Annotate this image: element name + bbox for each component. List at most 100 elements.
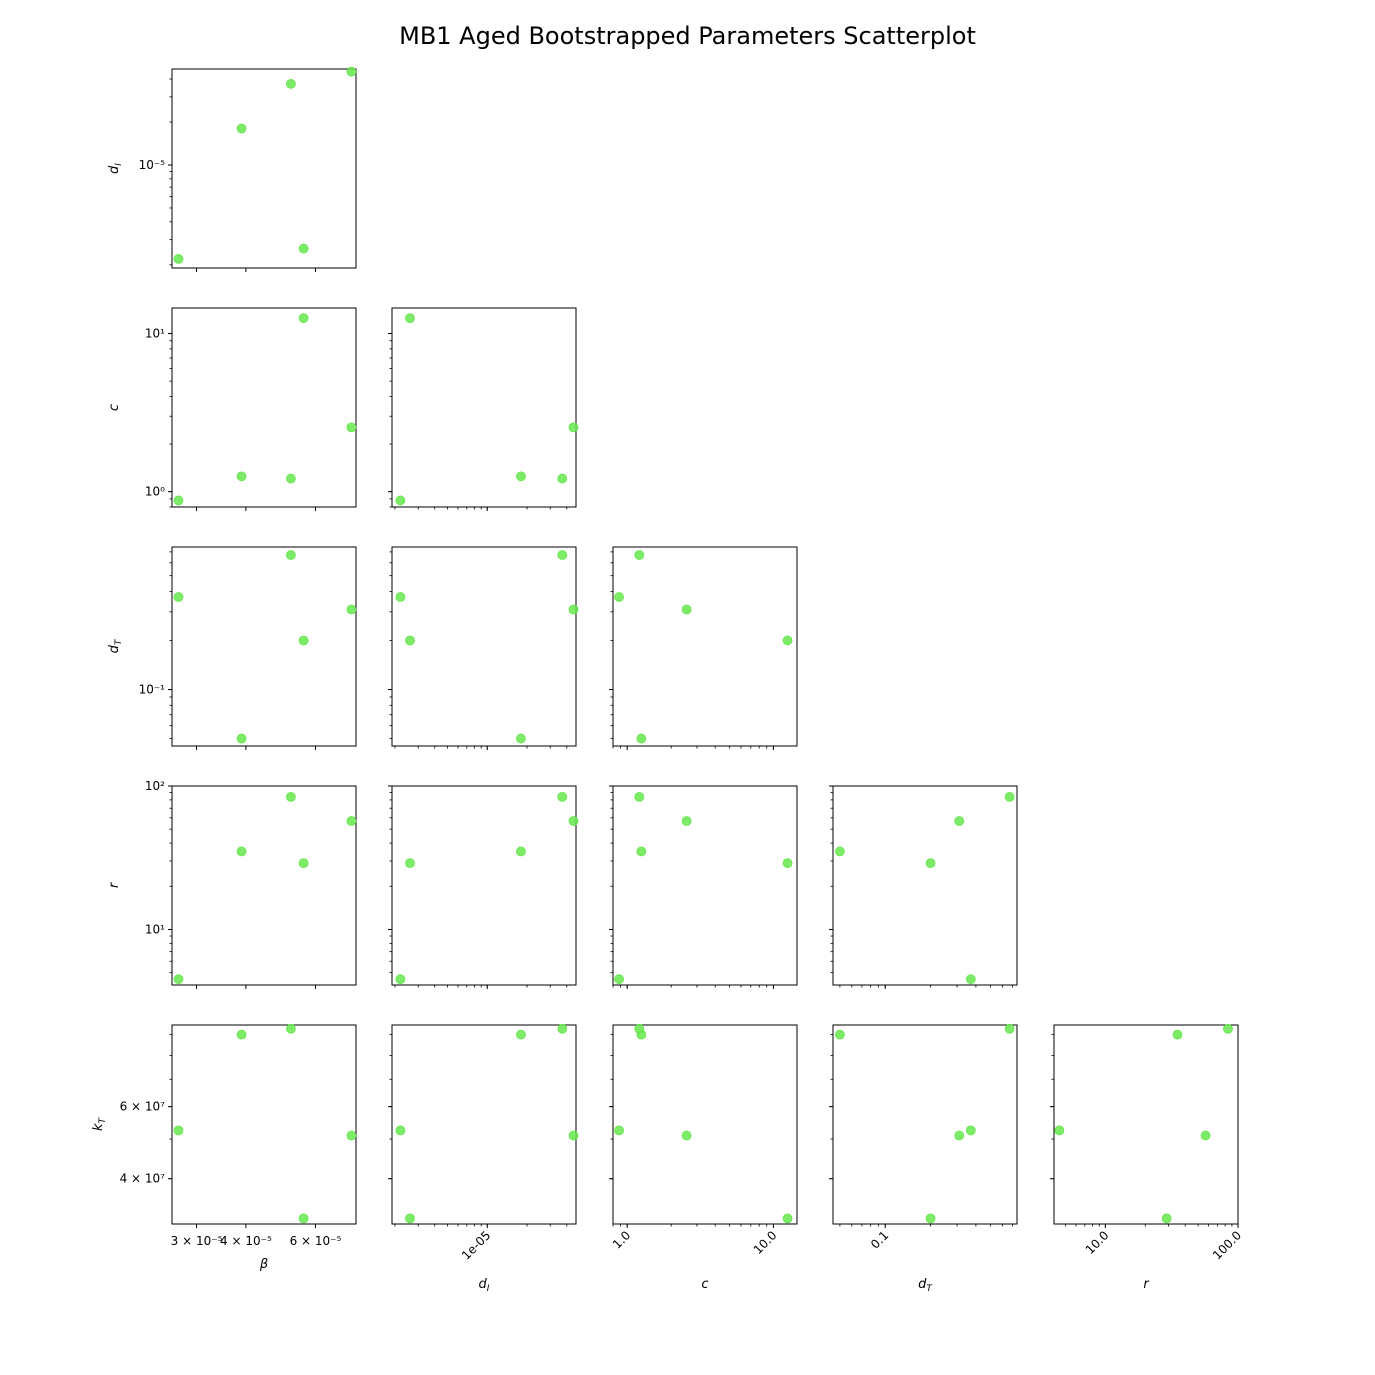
x-tick-label: 100.0 [1210,1228,1244,1262]
panel-c-vs-beta [171,307,357,508]
data-point-c-vs-d_I-3 [557,473,568,484]
data-point-k_T-vs-r-0 [1054,1125,1065,1136]
x-axis-label-beta: β [259,1257,268,1272]
y-axis-label-r: r [107,881,122,888]
y-tick-label: 10¹ [145,327,165,341]
data-point-r-vs-beta-2 [236,846,247,857]
x-tick-label: 10.0 [1083,1228,1112,1257]
x-axis-label-c: c [701,1277,708,1292]
panel-k_T-vs-beta [171,1024,357,1225]
data-point-d_T-vs-d_I-2 [516,733,526,744]
data-point-d_T-vs-d_I-0 [395,592,406,602]
data-point-d_T-vs-c-0 [614,592,624,602]
data-point-k_T-vs-r-1 [1200,1130,1211,1141]
data-point-k_T-vs-beta-3 [286,1023,296,1034]
data-point-r-vs-beta-1 [346,816,357,826]
data-point-d_I-vs-beta-0 [173,254,184,264]
data-point-k_T-vs-beta-1 [346,1130,357,1141]
data-point-k_T-vs-d_T-2 [834,1029,845,1040]
y-axis-label-d_I: dI [107,163,124,174]
data-point-d_T-vs-d_I-3 [557,550,568,560]
data-point-k_T-vs-d_I-0 [395,1125,406,1136]
data-point-r-vs-d_I-2 [516,846,526,857]
panel-r-vs-c [612,785,798,986]
data-point-d_I-vs-beta-4 [298,243,309,254]
panel-c-vs-d_I [391,307,577,508]
y-tick-label: 10¹ [145,922,165,936]
data-point-k_T-vs-d_T-1 [954,1130,965,1141]
y-axis-label-k_T: kT [91,1116,108,1131]
data-point-r-vs-d_T-4 [925,858,936,869]
data-point-d_T-vs-c-3 [634,550,645,560]
x-tick-label: 1e-05 [459,1228,493,1262]
data-point-k_T-vs-beta-2 [236,1029,247,1040]
data-point-r-vs-beta-3 [286,791,296,802]
data-point-c-vs-beta-1 [346,422,357,433]
data-point-d_T-vs-beta-1 [346,604,357,615]
panel-k_T-vs-c [612,1024,798,1225]
data-point-k_T-vs-r-2 [1172,1029,1183,1040]
data-point-r-vs-d_I-4 [405,858,415,869]
panel-d_T-vs-beta [171,546,357,747]
data-point-k_T-vs-r-3 [1223,1023,1233,1034]
data-point-d_T-vs-beta-0 [173,592,184,602]
data-point-d_T-vs-beta-2 [236,733,247,744]
x-tick-label: 10.0 [751,1228,780,1257]
data-point-r-vs-d_I-1 [568,816,579,826]
data-point-k_T-vs-c-4 [782,1213,793,1224]
data-point-d_T-vs-beta-3 [286,550,296,560]
data-point-k_T-vs-c-3 [634,1023,645,1034]
panel-d_T-vs-c [612,546,798,747]
data-point-r-vs-beta-0 [173,974,184,985]
x-axis-label-d_I: dI [479,1277,490,1294]
data-point-r-vs-d_I-0 [395,974,406,985]
y-tick-label: 10⁰ [145,485,165,499]
data-point-r-vs-d_I-3 [557,791,568,802]
data-point-c-vs-d_I-2 [516,471,526,482]
data-point-k_T-vs-beta-0 [173,1125,184,1136]
x-tick-label: 6 × 10⁻⁵ [290,1234,342,1248]
data-point-r-vs-d_T-1 [954,816,965,826]
x-tick-label: 4 × 10⁻⁵ [220,1234,272,1248]
data-point-r-vs-c-4 [782,858,793,869]
data-point-d_I-vs-beta-2 [236,123,247,134]
data-point-r-vs-c-2 [636,846,647,857]
data-point-k_T-vs-d_T-4 [925,1213,936,1224]
x-axis-label-d_T: dT [918,1277,933,1294]
data-point-k_T-vs-d_I-1 [568,1130,579,1141]
data-point-r-vs-d_T-2 [834,846,845,857]
data-point-d_T-vs-beta-4 [298,635,309,646]
data-point-k_T-vs-d_I-3 [557,1023,568,1034]
data-point-c-vs-beta-4 [298,313,309,324]
x-tick-label: 3 × 10⁻⁵ [171,1234,223,1248]
data-point-k_T-vs-c-1 [681,1130,692,1141]
data-point-d_I-vs-beta-3 [286,78,296,89]
x-tick-label: 0.1 [868,1228,891,1251]
data-point-c-vs-beta-3 [286,473,296,484]
data-point-k_T-vs-d_I-4 [405,1213,415,1224]
data-point-k_T-vs-d_T-0 [965,1125,976,1136]
x-tick-label: 1.0 [610,1228,633,1251]
x-axis-label-r: r [1143,1277,1150,1292]
panel-r-vs-beta [171,785,357,986]
data-point-r-vs-c-1 [681,816,692,826]
data-point-r-vs-d_T-3 [1004,791,1015,802]
data-point-c-vs-d_I-0 [395,495,406,506]
y-axis-label-d_T: dT [107,638,124,653]
data-point-k_T-vs-beta-4 [298,1213,309,1224]
data-point-c-vs-beta-2 [236,471,247,482]
data-point-d_I-vs-beta-1 [346,66,357,77]
data-point-k_T-vs-c-0 [614,1125,624,1136]
data-point-d_T-vs-c-4 [782,635,793,646]
data-point-d_T-vs-d_I-4 [405,635,415,646]
y-tick-label: 6 × 10⁷ [120,1100,166,1114]
data-point-c-vs-d_I-4 [405,313,415,324]
panel-k_T-vs-d_T [832,1024,1018,1225]
chart-title: MB1 Aged Bootstrapped Parameters Scatter… [399,22,976,50]
data-point-k_T-vs-d_I-2 [516,1029,526,1040]
y-axis-label-c: c [107,404,122,411]
data-point-r-vs-c-0 [614,974,624,985]
data-point-r-vs-c-3 [634,791,645,802]
data-point-d_T-vs-c-1 [681,604,692,615]
